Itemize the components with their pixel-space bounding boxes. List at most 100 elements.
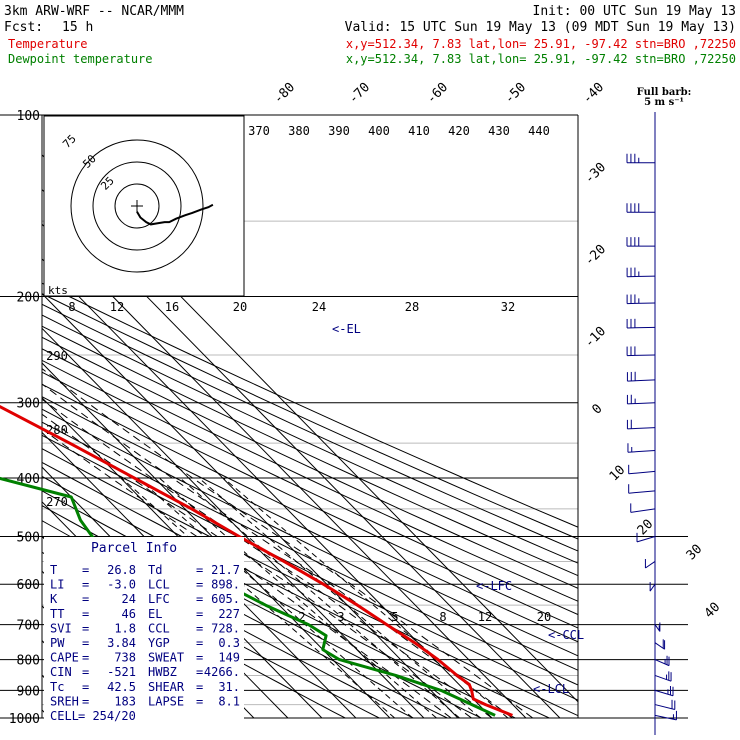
- parcel-info-equals: =: [82, 665, 89, 679]
- temperature-location-info: x,y=512.34, 7.83 lat,lon= 25.91, -97.42 …: [346, 37, 736, 51]
- temperature-legend-label: Temperature: [8, 37, 87, 51]
- parcel-info-equals: =: [196, 694, 203, 708]
- top-row-label: 16: [165, 300, 179, 314]
- dry-adiabat-line: [42, 293, 578, 540]
- pressure-tick-label: 500: [17, 530, 40, 545]
- parcel-info-equals: =: [82, 636, 89, 650]
- parcel-info-key: SWEAT: [148, 651, 184, 665]
- isotherm-line: [42, 292, 459, 718]
- parcel-info-key: YGP: [148, 636, 170, 650]
- parcel-info-value: 26.8: [107, 563, 136, 577]
- wind-barb-staff: [627, 449, 656, 453]
- pressure-tick-label: 600: [17, 578, 40, 593]
- parcel-info-value: 4266.: [204, 665, 240, 679]
- dry-adiabat-line: [42, 359, 578, 616]
- mixing-ratio-label: 2: [298, 610, 305, 624]
- dry-adiabat-line: [42, 336, 578, 589]
- parcel-info-equals: =: [82, 578, 89, 592]
- pressure-tick-label: 100: [17, 109, 40, 124]
- ccl-marker: <-CCL: [548, 628, 584, 642]
- pressure-tick-label: 300: [17, 397, 40, 412]
- mixing-ratio-label: 12: [478, 610, 492, 624]
- parcel-info-value: 24: [122, 592, 136, 606]
- wind-barb-staff: [627, 379, 656, 382]
- parcel-info-key: LFC: [148, 592, 170, 606]
- top-row-label: 12: [110, 300, 124, 314]
- lcl-marker: <-LCL: [533, 682, 569, 696]
- hodograph-units: kts: [48, 284, 68, 297]
- pressure-tick-label: 1000: [9, 712, 40, 727]
- parcel-info-equals: =: [196, 636, 203, 650]
- theta-label: 410: [408, 124, 430, 138]
- parcel-info-key: Tc: [50, 680, 64, 694]
- pressure-tick-label: 900: [17, 684, 40, 699]
- parcel-info-equals: =: [82, 563, 89, 577]
- theta-label: 420: [448, 124, 470, 138]
- theta-left-label: 290: [46, 349, 68, 363]
- hodograph-ring: [114, 183, 160, 229]
- pressure-tick-label: 800: [17, 654, 40, 669]
- parcel-info-equals: =: [82, 621, 89, 635]
- barb-key-title: Full barb:: [637, 87, 692, 98]
- parcel-info-value: 605.: [211, 592, 240, 606]
- parcel-info-equals: =: [196, 607, 203, 621]
- parcel-info-key: K: [50, 592, 58, 606]
- wind-barb-staff: [628, 470, 656, 475]
- parcel-info-value: 46: [122, 607, 136, 621]
- parcel-info-equals: =: [82, 680, 89, 694]
- dry-adiabat-line: [42, 282, 578, 528]
- dewpoint-profile-line: [0, 476, 496, 717]
- parcel-info-value: 149: [218, 651, 240, 665]
- top-row-label: 20: [233, 300, 247, 314]
- parcel-info-key: LI: [50, 578, 64, 592]
- parcel-info-equals: =: [196, 578, 203, 592]
- wind-barb-staff: [627, 326, 656, 329]
- wind-barb-staff: [654, 714, 677, 721]
- parcel-info-equals: =: [196, 592, 203, 606]
- parcel-info-equals: =: [196, 563, 203, 577]
- mixing-ratio-label: 8: [439, 610, 446, 624]
- temperature-profile-line: [0, 404, 513, 717]
- parcel-info-equals: =: [82, 694, 89, 708]
- parcel-info-value: 183: [114, 694, 136, 708]
- isotherm-line: [42, 258, 493, 718]
- parcel-info-key: SHEAR: [148, 680, 185, 694]
- parcel-info-key: SREH: [50, 694, 79, 708]
- dry-adiabat-line: [42, 371, 578, 629]
- parcel-info-value: 0.3: [218, 636, 240, 650]
- parcel-info-equals: =: [196, 621, 203, 635]
- parcel-info-title: Parcel Info: [91, 541, 177, 556]
- hodograph-ring: [92, 161, 182, 251]
- parcel-info-value: -521: [107, 665, 136, 679]
- wind-barb-staff: [654, 704, 675, 711]
- dry-adiabat-line: [42, 348, 578, 602]
- isotherm-line: [42, 396, 357, 718]
- parcel-info-equals: =: [196, 665, 203, 679]
- lfc-marker: <-LFC: [476, 579, 512, 593]
- wind-barb-staff: [627, 402, 656, 405]
- dry-adiabat-line: [42, 325, 578, 577]
- dry-adiabat-line: [42, 408, 578, 671]
- hodograph-trace: [136, 203, 214, 226]
- forecast-label: Fcst:: [4, 20, 43, 35]
- top-row-label: 32: [501, 300, 515, 314]
- top-row-label: 28: [405, 300, 419, 314]
- parcel-info-equals: =: [82, 651, 89, 665]
- parcel-info-key: HWBZ: [148, 665, 177, 679]
- dry-adiabat-line: [42, 314, 578, 564]
- el-marker: <-EL: [332, 322, 361, 336]
- dry-adiabat-line: [42, 383, 578, 643]
- parcel-info-value: 8.1: [218, 694, 240, 708]
- dewpoint-legend-label: Dewpoint temperature: [8, 52, 153, 66]
- parcel-info-value: 3.84: [107, 636, 136, 650]
- parcel-info-key: CIN: [50, 665, 72, 679]
- theta-label: 430: [488, 124, 510, 138]
- parcel-info-key: PW: [50, 636, 65, 650]
- barb-key-value: 5 m s⁻¹: [644, 97, 684, 108]
- wind-barb-staff: [645, 561, 656, 569]
- parcel-info-key: Td: [148, 563, 162, 577]
- theta-label: 370: [248, 124, 270, 138]
- dry-adiabat-line: [42, 448, 578, 717]
- wind-barb-staff: [627, 302, 656, 305]
